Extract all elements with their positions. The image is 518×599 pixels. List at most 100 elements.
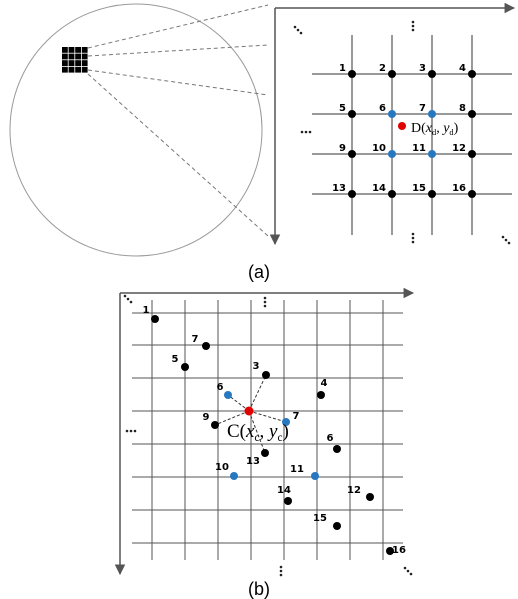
point-label: 9 xyxy=(203,412,210,423)
node-label: 10 xyxy=(372,143,386,154)
pixel xyxy=(75,60,81,66)
ellipsis-dot xyxy=(297,29,300,32)
ellipsis-dot xyxy=(505,239,508,242)
pixel xyxy=(82,54,88,60)
node xyxy=(428,110,436,118)
ellipsis-dot xyxy=(134,430,137,433)
ellipsis-dot xyxy=(130,301,133,304)
ellipsis-dot xyxy=(280,570,283,573)
link xyxy=(249,375,266,411)
node-label: 4 xyxy=(459,63,466,74)
node xyxy=(348,110,356,118)
point-label: 7 xyxy=(293,411,300,422)
node xyxy=(388,110,396,118)
figure: (a) (b) 12345678910111213141516D(xd, yd)… xyxy=(0,0,518,599)
point-label: 12 xyxy=(347,485,361,496)
point-label: 11 xyxy=(290,464,304,475)
ellipsis-dot xyxy=(502,236,505,239)
point xyxy=(202,342,210,350)
node-label: 13 xyxy=(332,183,346,194)
ellipsis-dot xyxy=(412,233,415,236)
label-part: ) xyxy=(454,121,459,136)
node-label: 9 xyxy=(339,143,346,154)
ellipsis-dot xyxy=(407,570,410,573)
ellipsis-dot xyxy=(124,295,127,298)
pixel xyxy=(62,54,68,60)
node-label: 2 xyxy=(379,63,386,74)
pixel xyxy=(62,60,68,66)
point-label: 1 xyxy=(143,305,150,316)
node xyxy=(468,110,476,118)
ellipsis-dot xyxy=(305,131,308,134)
node xyxy=(348,190,356,198)
pixel xyxy=(62,67,68,73)
label-part: C( xyxy=(227,421,246,442)
node xyxy=(388,190,396,198)
pixel xyxy=(69,47,75,53)
point-label: 10 xyxy=(215,462,229,473)
node xyxy=(428,150,436,158)
ellipsis-dot xyxy=(294,26,297,29)
node-label: 11 xyxy=(412,143,426,154)
pixel xyxy=(69,54,75,60)
point xyxy=(151,315,159,323)
lens-circle xyxy=(10,4,262,256)
node-label: 16 xyxy=(452,183,466,194)
point-label: 6 xyxy=(327,433,334,444)
ellipsis-dot xyxy=(264,297,267,300)
point-label: 6 xyxy=(217,382,224,393)
node xyxy=(428,70,436,78)
node-label: 8 xyxy=(459,103,466,114)
ellipsis-dot xyxy=(412,29,415,32)
node-label: 7 xyxy=(419,103,426,114)
point xyxy=(366,493,374,501)
ellipsis-dot xyxy=(300,32,303,35)
point xyxy=(284,497,292,505)
pixel xyxy=(82,67,88,73)
pixel xyxy=(82,60,88,66)
ellipsis-dot xyxy=(412,25,415,28)
node-label: 12 xyxy=(452,143,466,154)
label-part: D( xyxy=(411,121,426,136)
ellipsis-dot xyxy=(301,131,304,134)
ellipsis-dot xyxy=(412,241,415,244)
label-part: , xyxy=(436,121,443,136)
pixel xyxy=(69,60,75,66)
pixel xyxy=(75,47,81,53)
point xyxy=(317,391,325,399)
caption: (b) xyxy=(248,579,270,599)
point xyxy=(261,449,269,457)
ellipsis-dot xyxy=(508,242,511,245)
node xyxy=(348,150,356,158)
pixel xyxy=(62,47,68,53)
point-label: C(xc, yc) xyxy=(227,421,289,444)
node-label: 5 xyxy=(339,103,346,114)
node xyxy=(388,70,396,78)
point-label: 14 xyxy=(277,485,291,496)
zoom-lines xyxy=(88,5,268,236)
ellipsis-dot xyxy=(264,301,267,304)
ellipsis-dot xyxy=(412,237,415,240)
node-label: 14 xyxy=(372,183,386,194)
point-label: 13 xyxy=(246,456,260,467)
node-label: 3 xyxy=(419,63,426,74)
label-part: ) xyxy=(283,421,289,442)
ellipsis-dot xyxy=(412,21,415,24)
point-label: 3 xyxy=(253,361,260,372)
point xyxy=(181,363,189,371)
point xyxy=(224,391,232,399)
node xyxy=(428,190,436,198)
point-label: 16 xyxy=(392,545,406,556)
ellipsis-dot xyxy=(127,298,130,301)
node xyxy=(388,150,396,158)
node-label: 1 xyxy=(339,63,346,74)
point-label: 5 xyxy=(172,354,179,365)
node xyxy=(468,150,476,158)
point xyxy=(333,522,341,530)
ellipsis-dot xyxy=(404,567,407,570)
point xyxy=(311,472,319,480)
label-part: y xyxy=(267,421,278,442)
node xyxy=(468,190,476,198)
point-label: 4 xyxy=(321,378,328,389)
point xyxy=(211,421,219,429)
